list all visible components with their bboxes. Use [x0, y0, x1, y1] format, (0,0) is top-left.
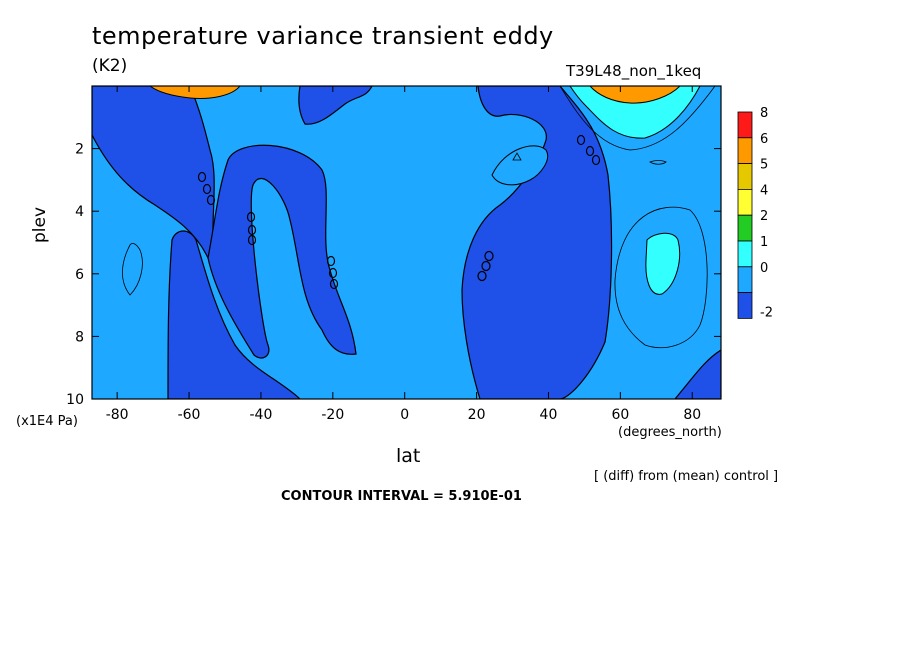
colorbar: 8 6 5 4 2 1 0 -2: [737, 106, 773, 320]
colorbar-label: 1: [760, 235, 768, 250]
colorbar-swatch: [737, 240, 753, 268]
region-negative-top: [298, 86, 373, 125]
x-tick-label: 0: [400, 407, 409, 423]
colorbar-label: 8: [760, 106, 768, 121]
colorbar-swatch: [737, 214, 753, 242]
region-pocket-30n: [491, 145, 548, 186]
contour-ring-chain-20s: [326, 255, 339, 290]
colorbar-label: 6: [760, 132, 768, 147]
colorbar-label: 4: [760, 183, 768, 198]
x-tick-label: 40: [540, 407, 558, 423]
contour-line-30n: [512, 152, 522, 161]
colorbar-swatch: [737, 188, 753, 216]
contour-line-65n: [649, 160, 667, 165]
y-tick-label: 2: [75, 142, 84, 158]
colorbar-swatch: [737, 163, 753, 190]
y-tick-label: 6: [75, 267, 84, 283]
region-anomaly-nw: [149, 86, 241, 99]
x-tick-label: 60: [611, 407, 629, 423]
region-negative-arch: [207, 144, 357, 359]
comparison-note: [ (diff) from (mean) control ]: [594, 469, 779, 484]
colorbar-swatch: [737, 266, 753, 293]
colorbar-swatch: [737, 111, 753, 139]
contour-line-ne: [559, 86, 716, 151]
contour-line-80s: [122, 243, 143, 296]
run-label: T39L48_non_1keq: [566, 62, 702, 80]
x-tick-label: -80: [106, 407, 129, 423]
colorbar-label: 5: [760, 158, 768, 173]
x-tick-label: -40: [249, 407, 272, 423]
contour-interval: CONTOUR INTERVAL = 5.910E-01: [281, 489, 522, 504]
region-negative-sw: [167, 230, 301, 399]
region-anomaly-ne-core: [589, 86, 681, 104]
y-tick-label: 4: [75, 204, 84, 220]
y-tick-label: 10: [66, 392, 84, 408]
axis-ticks: -80 -60 -40 -20 0 20 40 60 80 2 4 6 8 10: [66, 86, 721, 423]
colorbar-label: -2: [760, 305, 773, 320]
plot-frame: [91, 85, 722, 400]
colorbar-swatch: [737, 292, 753, 319]
y-tick-label: 8: [75, 329, 84, 345]
contour-ring-chain-22n: [477, 250, 494, 282]
chart-title: temperature variance transient eddy: [92, 22, 554, 50]
y-axis-unit: (x1E4 Pa): [16, 414, 78, 429]
colorbar-label: 0: [760, 261, 768, 276]
contour-field: [92, 86, 721, 399]
x-tick-label: -60: [178, 407, 201, 423]
x-axis-label: lat: [396, 445, 421, 467]
region-anomaly-70n: [645, 232, 681, 295]
x-axis-unit: (degrees_north): [618, 425, 722, 440]
x-tick-label: -20: [321, 407, 344, 423]
contour-ring-chain-43s: [246, 211, 257, 246]
colorbar-swatch: [737, 137, 753, 165]
contour-ring-chain-50n: [576, 134, 601, 166]
x-tick-label: 80: [683, 407, 701, 423]
x-tick-label: 20: [468, 407, 486, 423]
region-negative-center: [461, 86, 613, 399]
colorbar-label: 2: [760, 209, 768, 224]
contour-ring-chain-55s: [197, 171, 216, 206]
contour-line-70n-outer: [614, 206, 708, 349]
chart-units: (K2): [92, 56, 128, 76]
region-anomaly-ne: [569, 86, 701, 139]
